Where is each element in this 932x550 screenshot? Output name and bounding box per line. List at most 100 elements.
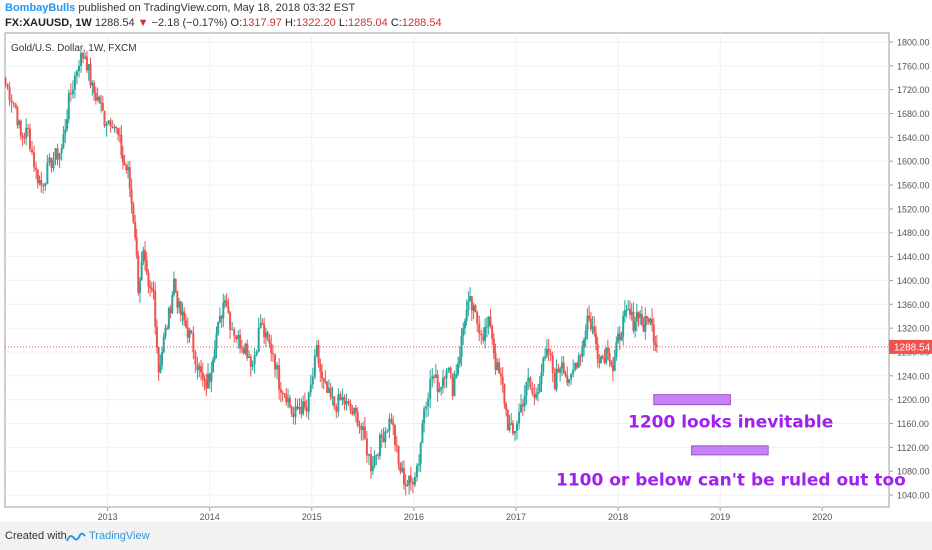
candle-body <box>593 326 596 334</box>
candle-body <box>351 411 354 415</box>
candle-body <box>445 370 448 379</box>
tradingview-logo-icon[interactable] <box>66 530 86 548</box>
candle-body <box>591 326 594 330</box>
candle-body <box>205 381 208 389</box>
candle-body <box>354 407 357 413</box>
candle-body <box>564 373 567 376</box>
candle-body <box>515 423 518 431</box>
candle-body <box>434 374 437 378</box>
publisher-name[interactable]: BombayBulls <box>5 2 76 14</box>
candle-body <box>453 378 456 397</box>
candle-body <box>568 379 571 384</box>
candle-body <box>200 366 203 373</box>
candle-body <box>536 392 539 395</box>
candle-body <box>294 406 297 417</box>
candle-body <box>210 372 213 382</box>
candle-body <box>353 407 356 415</box>
candle-body <box>360 425 363 431</box>
candle-body <box>255 351 258 355</box>
candle-body <box>247 356 250 358</box>
price-chart[interactable]: Gold/U.S. Dollar, 1W, FXCM 1800.00 1760.0… <box>0 0 932 522</box>
y-tick-label: 1440.00 <box>897 252 930 262</box>
grid-lines <box>5 33 889 507</box>
x-tick-label: 2013 <box>98 512 118 522</box>
candle-body <box>296 406 299 410</box>
candle-body <box>96 96 99 101</box>
candle-body <box>107 120 110 125</box>
candle-body <box>511 423 514 434</box>
high-value: 1322.20 <box>295 17 336 29</box>
symbol-line: FX:XAUUSD, 1W 1288.54 ▼ −2.18 (−0.17%) O… <box>5 17 442 29</box>
candle-body <box>518 412 521 424</box>
candle-body <box>23 137 26 139</box>
candle-body <box>259 323 262 329</box>
candle-body <box>449 367 452 374</box>
candle-body <box>21 135 24 138</box>
candle-body <box>75 71 78 76</box>
candle-body <box>217 322 220 334</box>
candle-body <box>508 423 511 431</box>
candle-body <box>343 396 346 405</box>
candle-body <box>25 127 28 139</box>
candle-body <box>579 355 582 357</box>
candle-body <box>431 376 434 379</box>
candle-body <box>647 318 650 323</box>
candle-body <box>174 278 177 292</box>
candle-body <box>42 185 45 187</box>
low-label: L: <box>338 17 348 29</box>
candle-body <box>264 332 267 337</box>
candle-body <box>169 308 172 314</box>
candle-body <box>91 82 94 86</box>
candle-body <box>610 361 613 366</box>
candle-body <box>154 291 157 327</box>
candle-body <box>225 300 228 307</box>
candle-body <box>50 157 53 168</box>
candle-body <box>538 383 541 393</box>
candle-body <box>313 355 316 377</box>
low-value: 1285.04 <box>348 17 388 29</box>
candle-body <box>637 312 640 319</box>
candle-body <box>164 327 167 337</box>
candle-body <box>645 316 648 319</box>
candle-body <box>40 179 43 186</box>
candle-body <box>433 376 436 378</box>
y-tick-label: 1720.00 <box>897 85 930 95</box>
candle-body <box>586 315 589 331</box>
candle-body <box>298 407 301 410</box>
candle-body <box>109 120 112 127</box>
candle-body <box>603 358 606 363</box>
candle-body <box>145 260 148 273</box>
y-tick-label: 1160.00 <box>897 419 929 429</box>
candle-body <box>326 382 329 393</box>
y-tick-label: 1360.00 <box>897 300 930 310</box>
candle-body <box>162 336 165 352</box>
candle-body <box>596 344 599 360</box>
candle-body <box>390 418 393 423</box>
y-tick-label: 1200.00 <box>897 395 930 405</box>
candle-body <box>333 396 336 407</box>
candle-body <box>623 310 626 317</box>
candle-body <box>345 401 348 405</box>
candle-body <box>101 102 104 111</box>
candle-body <box>237 334 240 340</box>
candle-body <box>527 377 530 382</box>
candle-body <box>80 52 83 67</box>
candle-body <box>130 188 133 205</box>
candle-body <box>570 374 573 380</box>
candle-body <box>425 406 428 409</box>
candle-body <box>406 484 409 486</box>
candle-body <box>652 324 655 343</box>
candle-body <box>144 250 147 261</box>
candle-body <box>303 401 306 408</box>
candle-body <box>18 120 21 126</box>
candle-body <box>547 348 550 353</box>
candle-body <box>203 378 206 382</box>
candle-body <box>339 394 342 401</box>
tradingview-brand[interactable]: TradingView <box>89 530 150 542</box>
candle-body <box>480 333 483 336</box>
candle-body <box>625 309 628 311</box>
candle-body <box>69 92 72 95</box>
candle-body <box>117 128 120 135</box>
candle-body <box>142 250 145 262</box>
candle-body <box>594 333 597 345</box>
